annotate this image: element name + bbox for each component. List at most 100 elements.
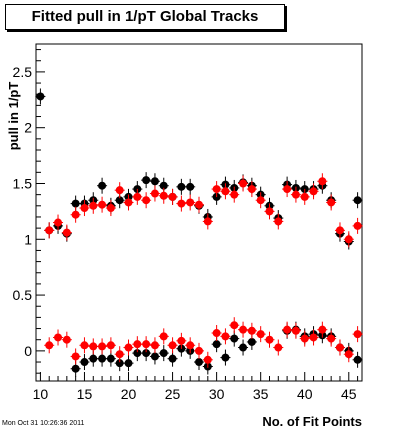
- x-axis-label: No. of Fit Points: [262, 414, 362, 429]
- red-series-mean-point: [195, 200, 203, 209]
- red-series-mean-point: [344, 235, 353, 244]
- red-series-mean-point: [98, 200, 107, 209]
- red-series-mean-point: [150, 189, 159, 198]
- red-series-mean-point: [71, 210, 80, 219]
- x-tick-label: 40: [297, 386, 313, 402]
- data-points: [35, 88, 363, 377]
- red-series-rms-point: [80, 341, 89, 350]
- black-series-rms-point: [80, 358, 89, 367]
- red-series-rms-point: [230, 321, 239, 330]
- black-series-rms-point: [159, 349, 168, 358]
- red-series-mean-point: [133, 192, 142, 201]
- x-tick-label: 10: [33, 386, 49, 402]
- x-tick-label: 35: [253, 386, 269, 402]
- red-series-rms-point: [309, 333, 318, 342]
- x-tick-label: 30: [209, 386, 225, 402]
- y-axis-label: pull in 1/pT: [6, 82, 21, 151]
- red-series-rms-point: [186, 341, 195, 350]
- red-series-mean-point: [124, 198, 133, 207]
- red-series-rms-point: [221, 332, 230, 341]
- black-series-rms-point: [115, 359, 124, 368]
- red-series-rms-point: [327, 334, 336, 343]
- red-series-mean-point: [291, 190, 300, 199]
- black-series-mean-point: [115, 196, 124, 205]
- y-tick-label: 1: [24, 231, 32, 247]
- y-tick-label: 1.5: [13, 175, 33, 191]
- red-series-mean-point: [300, 192, 309, 201]
- red-series-rms-point: [274, 343, 283, 352]
- red-series-rms-point: [291, 326, 300, 335]
- red-series-mean-point: [203, 217, 212, 226]
- red-series-rms-point: [318, 325, 327, 334]
- red-series-rms-point: [353, 330, 362, 339]
- red-series-mean-point: [106, 204, 115, 213]
- black-series-mean-point: [98, 181, 107, 190]
- red-series-mean-point: [80, 204, 89, 213]
- black-series-rms-point: [106, 354, 115, 363]
- red-series-mean-point: [283, 185, 292, 194]
- black-series-rms-point: [89, 354, 98, 363]
- red-series-rms-point: [168, 341, 177, 350]
- black-series-rms-point: [168, 354, 177, 363]
- black-series-mean-point: [36, 92, 45, 101]
- x-tick-label: 25: [165, 386, 181, 402]
- red-series-mean-point: [256, 196, 265, 205]
- red-series-rms-point: [247, 326, 256, 335]
- black-series-rms-point: [353, 355, 362, 364]
- timestamp: Mon Oct 31 10:26:36 2011: [2, 420, 85, 427]
- red-series-mean-point: [221, 187, 230, 196]
- y-tick-label: 0: [24, 343, 32, 359]
- black-series-mean-point: [71, 199, 80, 208]
- red-series-rms-point: [106, 341, 115, 350]
- red-series-rms-point: [335, 343, 344, 352]
- red-series-rms-point: [177, 336, 186, 345]
- red-series-mean-point: [327, 198, 336, 207]
- red-series-rms-point: [159, 332, 168, 341]
- red-series-rms-point: [89, 342, 98, 351]
- black-series-rms-point: [124, 359, 133, 368]
- red-series-rms-point: [150, 341, 159, 350]
- red-series-rms-point: [195, 346, 203, 355]
- red-series-rms-point: [62, 335, 71, 344]
- y-tick-label: 2: [24, 120, 32, 136]
- red-series-mean-point: [353, 221, 362, 230]
- black-series-rms-point: [221, 353, 230, 362]
- y-tick-label: 2.5: [13, 64, 33, 80]
- black-series-rms-point: [247, 337, 256, 346]
- red-series-rms-point: [212, 329, 221, 338]
- black-series-rms-point: [150, 352, 159, 361]
- red-series-mean-point: [62, 228, 71, 237]
- tick-labels: 10 15 20 25 30 35 40 45 0 0.5 1 1.5 2 2.5: [13, 64, 357, 402]
- x-tick-label: 15: [77, 386, 93, 402]
- red-series-rms-point: [54, 333, 63, 342]
- black-series-rms-point: [98, 354, 107, 363]
- red-series-mean-point: [247, 185, 256, 194]
- red-series-mean-point: [186, 198, 195, 207]
- red-series-mean-point: [335, 226, 344, 235]
- red-series-mean-point: [212, 185, 221, 194]
- red-series-mean-point: [54, 218, 63, 227]
- red-series-rms-point: [142, 340, 151, 349]
- black-series-mean-point: [150, 177, 159, 186]
- x-tick-label: 45: [341, 386, 357, 402]
- red-series-rms-point: [239, 325, 248, 334]
- red-series-mean-point: [45, 226, 54, 235]
- black-series-mean-point: [142, 176, 151, 185]
- black-series-mean-point: [159, 181, 168, 190]
- red-series-mean-point: [177, 199, 186, 208]
- red-series-rms-point: [98, 342, 107, 351]
- black-series-rms-point: [230, 334, 239, 343]
- black-series-rms-point: [133, 349, 142, 358]
- red-series-mean-point: [318, 177, 327, 186]
- red-series-rms-point: [283, 325, 292, 334]
- black-series-mean-point: [177, 182, 186, 191]
- red-series-mean-point: [89, 201, 98, 210]
- axis-ticks: [36, 49, 359, 381]
- black-series-mean-point: [186, 182, 195, 191]
- chart-title-box: Fitted pull in 1/pT Global Tracks: [5, 4, 285, 30]
- red-series-mean-point: [274, 217, 283, 226]
- chart-title: Fitted pull in 1/pT Global Tracks: [31, 8, 259, 25]
- red-series-mean-point: [239, 179, 248, 188]
- y-tick-label: 0.5: [13, 287, 33, 303]
